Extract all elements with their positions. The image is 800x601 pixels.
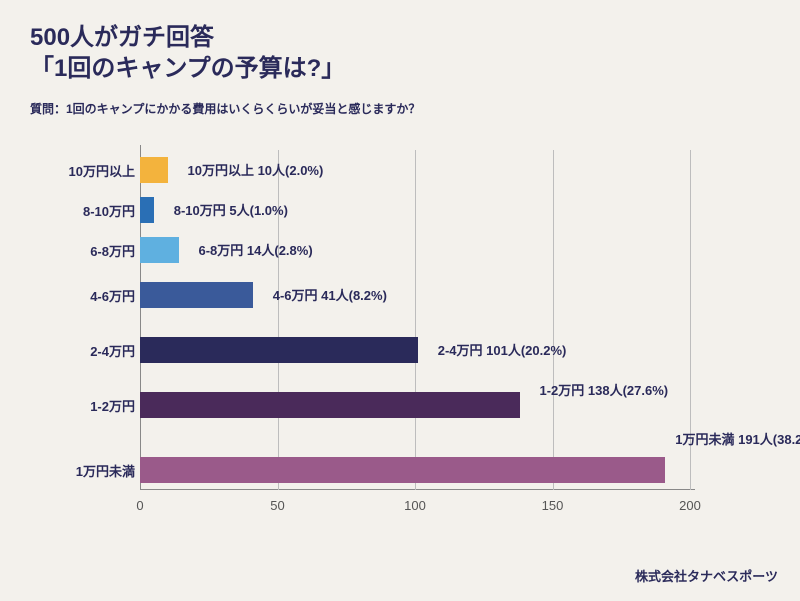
y-axis-category-label: 6-8万円 (90, 241, 135, 260)
bar-value-label: 4-6万円 41人(8.2%) (273, 285, 387, 304)
y-axis-category-label: 1-2万円 (90, 396, 135, 415)
grid-line (415, 150, 416, 490)
bar-value-label: 8-10万円 5人(1.0%) (174, 200, 288, 219)
bar (140, 237, 179, 263)
y-axis-category-label: 10万円以上 (69, 161, 135, 180)
grid-line (553, 150, 554, 490)
x-axis-tick-label: 50 (270, 498, 284, 513)
x-axis-tick-label: 100 (404, 498, 426, 513)
x-axis-tick-label: 200 (679, 498, 701, 513)
bar-value-label: 1万円未満 191人(38.2%) (675, 429, 800, 448)
x-axis-tick-label: 150 (542, 498, 564, 513)
bar (140, 197, 154, 223)
bar-value-label: 2-4万円 101人(20.2%) (438, 340, 567, 359)
chart-area: 10万円以上 10人(2.0%) 8-10万円 5人(1.0%) 6-8万円 14人… (30, 150, 770, 530)
title-line-2: 「1回のキャンプの予算は?」 (30, 53, 345, 84)
x-axis-tick-label: 0 (136, 498, 143, 513)
footer-credit: 株式会社タナベスポーツ (635, 566, 778, 585)
x-axis-line (140, 489, 695, 490)
bar-value-label: 1-2万円 138人(27.6%) (540, 380, 669, 399)
y-axis-category-label: 8-10万円 (83, 201, 135, 220)
bar (140, 282, 253, 308)
bar-value-label: 10万円以上 10人(2.0%) (188, 160, 324, 179)
chart-subtitle: 質問：1回のキャンプにかかる費用はいくらくらいが妥当と感じますか？ (30, 100, 420, 117)
y-axis-category-label: 4-6万円 (90, 286, 135, 305)
chart-title: 500人がガチ回答 「1回のキャンプの予算は?」 (30, 22, 345, 84)
plot-area: 10万円以上 10人(2.0%) 8-10万円 5人(1.0%) 6-8万円 14人… (140, 150, 690, 490)
bar (140, 157, 168, 183)
bar-value-label: 6-8万円 14人(2.8%) (199, 240, 313, 259)
bar (140, 337, 418, 363)
y-axis-category-label: 1万円未満 (76, 461, 135, 480)
bar (140, 457, 665, 483)
y-axis-category-label: 2-4万円 (90, 341, 135, 360)
bar (140, 392, 520, 418)
title-line-1: 500人がガチ回答 (30, 22, 345, 53)
